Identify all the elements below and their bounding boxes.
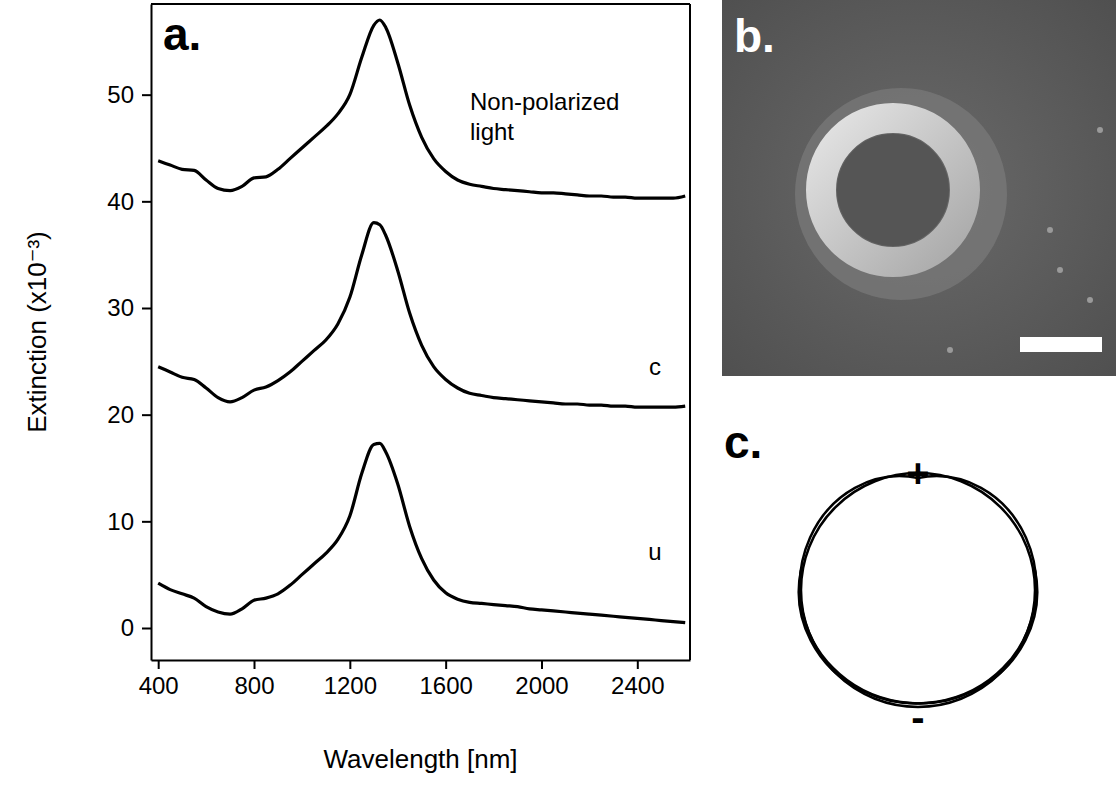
spectrum-line: [158, 443, 685, 622]
x-tick: 800: [234, 660, 274, 699]
x-axis-line: [152, 660, 691, 662]
figure: 400 800 1200 1600 2000 2400 0 10 20 30 40 50 Non-pol…: [0, 0, 1118, 787]
y-tick-mark: [142, 628, 151, 630]
y-tick-mark: [142, 414, 151, 416]
y-tick-label: 40: [107, 188, 134, 215]
x-tick-mark: [254, 660, 256, 669]
y-axis-line: [151, 5, 153, 661]
plot-frame: [689, 4, 691, 660]
y-tick: 10: [107, 508, 151, 535]
spectrum-line: [158, 20, 685, 198]
series-label: Non-polarizedlight: [470, 88, 619, 145]
y-tick-label: 10: [107, 508, 134, 535]
speck: [1097, 127, 1103, 133]
y-axis: 0 10 20 30 40 50: [107, 5, 151, 661]
x-tick: 2000: [515, 660, 568, 699]
panel-label: b.: [734, 10, 775, 62]
x-tick-label: 1200: [324, 672, 377, 699]
x-tick: 2400: [611, 660, 664, 699]
y-tick: 50: [107, 81, 151, 108]
y-tick-mark: [142, 201, 151, 203]
y-tick-label: 0: [121, 614, 134, 641]
ring-hole: [837, 134, 949, 246]
x-tick-mark: [445, 660, 447, 669]
inner-arc: [800, 476, 1037, 703]
x-axis: 400 800 1200 1600 2000 2400: [139, 660, 691, 699]
sem-image: [722, 0, 1116, 376]
y-tick-mark: [142, 521, 151, 523]
x-tick-mark: [349, 660, 351, 669]
ring-halo: [815, 108, 987, 280]
speck: [1057, 267, 1063, 273]
x-tick-label: 400: [139, 672, 179, 699]
ring: [821, 118, 965, 262]
x-tick-label: 2000: [515, 672, 568, 699]
x-tick: 1200: [324, 660, 377, 699]
y-tick-label: 20: [107, 401, 134, 428]
x-tick-label: 1600: [419, 672, 472, 699]
series-label: u: [648, 538, 661, 565]
series-label: c: [649, 353, 661, 380]
x-tick: 400: [139, 660, 179, 699]
sem-background: [722, 0, 1116, 376]
spectrum-line: [158, 223, 685, 408]
scale-bar: [1020, 337, 1102, 352]
plot-lines: [158, 20, 685, 623]
y-tick: 40: [107, 188, 151, 215]
plot-frame: [151, 3, 690, 5]
sphere-diagram: [799, 473, 1037, 707]
y-tick-label: 50: [107, 81, 134, 108]
minus-sign: -: [911, 695, 924, 739]
x-tick: 1600: [419, 660, 472, 699]
panel-label: a.: [163, 8, 201, 60]
x-tick-mark: [637, 660, 639, 669]
x-tick-mark: [158, 660, 160, 669]
y-tick: 30: [107, 294, 151, 321]
x-axis-title: Wavelength [nm]: [323, 744, 517, 774]
speck: [1047, 227, 1053, 233]
y-axis-title: Extinction (x10⁻³): [22, 231, 52, 433]
y-tick-mark: [142, 94, 151, 96]
plus-sign: +: [906, 451, 929, 495]
speck: [947, 347, 953, 353]
panel-label: c.: [724, 416, 762, 468]
x-tick-label: 800: [234, 672, 274, 699]
y-tick: 20: [107, 401, 151, 428]
speck: [1087, 297, 1093, 303]
y-tick-label: 30: [107, 294, 134, 321]
y-tick-mark: [142, 308, 151, 310]
x-tick-label: 2400: [611, 672, 664, 699]
x-tick-mark: [541, 660, 543, 669]
y-tick: 0: [121, 614, 151, 641]
